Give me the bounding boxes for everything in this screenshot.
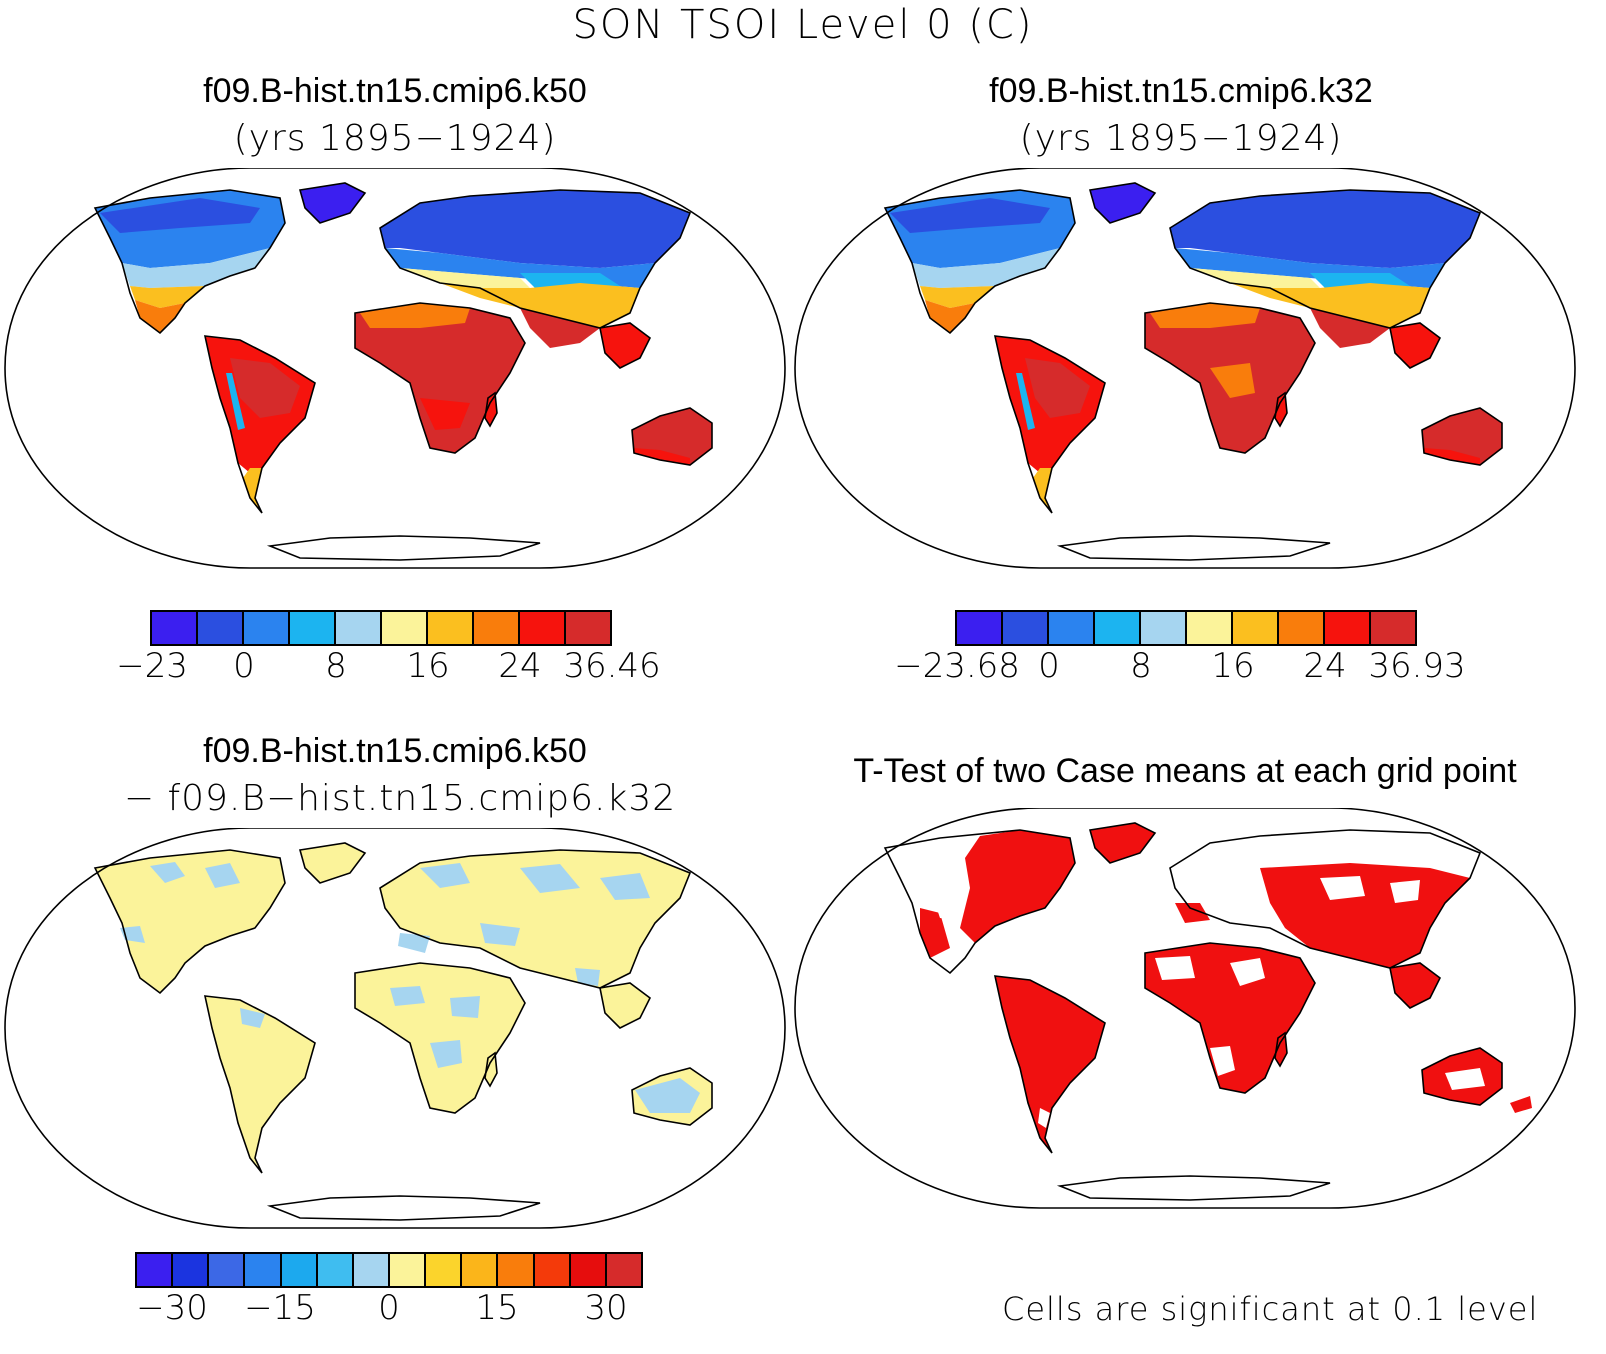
panel1-colorbar — [150, 610, 612, 646]
panel1-subtitle: (yrs 1895−1924) — [233, 118, 557, 159]
colorbar-segment — [245, 1254, 282, 1286]
panel1-tick: 24 — [498, 646, 542, 686]
colorbar-segment — [244, 612, 290, 644]
colorbar-segment — [173, 1254, 210, 1286]
panel1-tick: 36.46 — [563, 646, 661, 686]
colorbar-segment — [957, 612, 1003, 644]
panel2-subtitle: (yrs 1895−1924) — [1019, 118, 1343, 159]
colorbar-segment — [209, 1254, 246, 1286]
colorbar-segment — [137, 1254, 174, 1286]
figure-title: SON TSOI Level 0 (C) — [572, 2, 1034, 48]
colorbar-segment — [290, 612, 336, 644]
panel2-colorbar — [955, 610, 1417, 646]
panel1-tick: 8 — [325, 646, 347, 686]
panel2-tick: 36.93 — [1368, 646, 1466, 686]
colorbar-segment — [462, 1254, 499, 1286]
panel2-tick: −23.68 — [894, 646, 1020, 686]
panel2-map — [794, 168, 1576, 569]
colorbar-segment — [520, 612, 566, 644]
panel4-significance — [920, 823, 1532, 1153]
significance-note: Cells are significant at 0.1 level — [1002, 1290, 1539, 1328]
panel2-tick: 24 — [1303, 646, 1347, 686]
colorbar-segment — [382, 612, 428, 644]
panel3-continents — [95, 843, 712, 1173]
colorbar-segment — [534, 1254, 571, 1286]
colorbar-segment — [570, 1254, 607, 1286]
colorbar-segment — [1095, 612, 1141, 644]
panel1-continents — [95, 183, 712, 513]
panel2-title: f09.B-hist.tn15.cmip6.k32 — [989, 72, 1373, 110]
panel4-title: T-Test of two Case means at each grid po… — [853, 752, 1517, 790]
panel2-continents — [885, 183, 1502, 513]
panel3-tick: 0 — [378, 1288, 400, 1328]
colorbar-segment — [1049, 612, 1095, 644]
colorbar-segment — [1141, 612, 1187, 644]
colorbar-segment — [566, 612, 610, 644]
panel3-tick: −30 — [136, 1288, 208, 1328]
colorbar-segment — [317, 1254, 354, 1286]
panel3-colorbar — [135, 1252, 643, 1288]
panel1-tick: 16 — [406, 646, 450, 686]
colorbar-segment — [152, 612, 198, 644]
panel3-tick: −15 — [244, 1288, 316, 1328]
colorbar-segment — [1233, 612, 1279, 644]
panel2-tick: 0 — [1038, 646, 1060, 686]
colorbar-segment — [1003, 612, 1049, 644]
panel1-title: f09.B-hist.tn15.cmip6.k50 — [203, 72, 587, 110]
panel1-map — [4, 168, 786, 569]
colorbar-segment — [1325, 612, 1371, 644]
colorbar-segment — [606, 1254, 641, 1286]
colorbar-segment — [389, 1254, 427, 1286]
colorbar-segment — [1279, 612, 1325, 644]
panel3-tick: 15 — [475, 1288, 519, 1328]
panel1-tick: −23 — [116, 646, 188, 686]
colorbar-segment — [281, 1254, 318, 1286]
colorbar-segment — [426, 1254, 463, 1286]
panel3-tick: 30 — [584, 1288, 628, 1328]
panel2-tick: 16 — [1211, 646, 1255, 686]
panel3-subtitle: − f09.B−hist.tn15.cmip6.k32 — [123, 778, 677, 819]
colorbar-segment — [498, 1254, 535, 1286]
colorbar-segment — [336, 612, 382, 644]
panel1-tick: 0 — [233, 646, 255, 686]
panel3-map — [4, 828, 786, 1229]
colorbar-segment — [1187, 612, 1233, 644]
colorbar-segment — [1371, 612, 1415, 644]
panel4-map — [794, 808, 1576, 1209]
colorbar-segment — [428, 612, 474, 644]
panel2-tick: 8 — [1130, 646, 1152, 686]
colorbar-segment — [353, 1254, 390, 1286]
colorbar-segment — [474, 612, 520, 644]
colorbar-segment — [198, 612, 244, 644]
panel3-title: f09.B-hist.tn15.cmip6.k50 — [203, 732, 587, 770]
